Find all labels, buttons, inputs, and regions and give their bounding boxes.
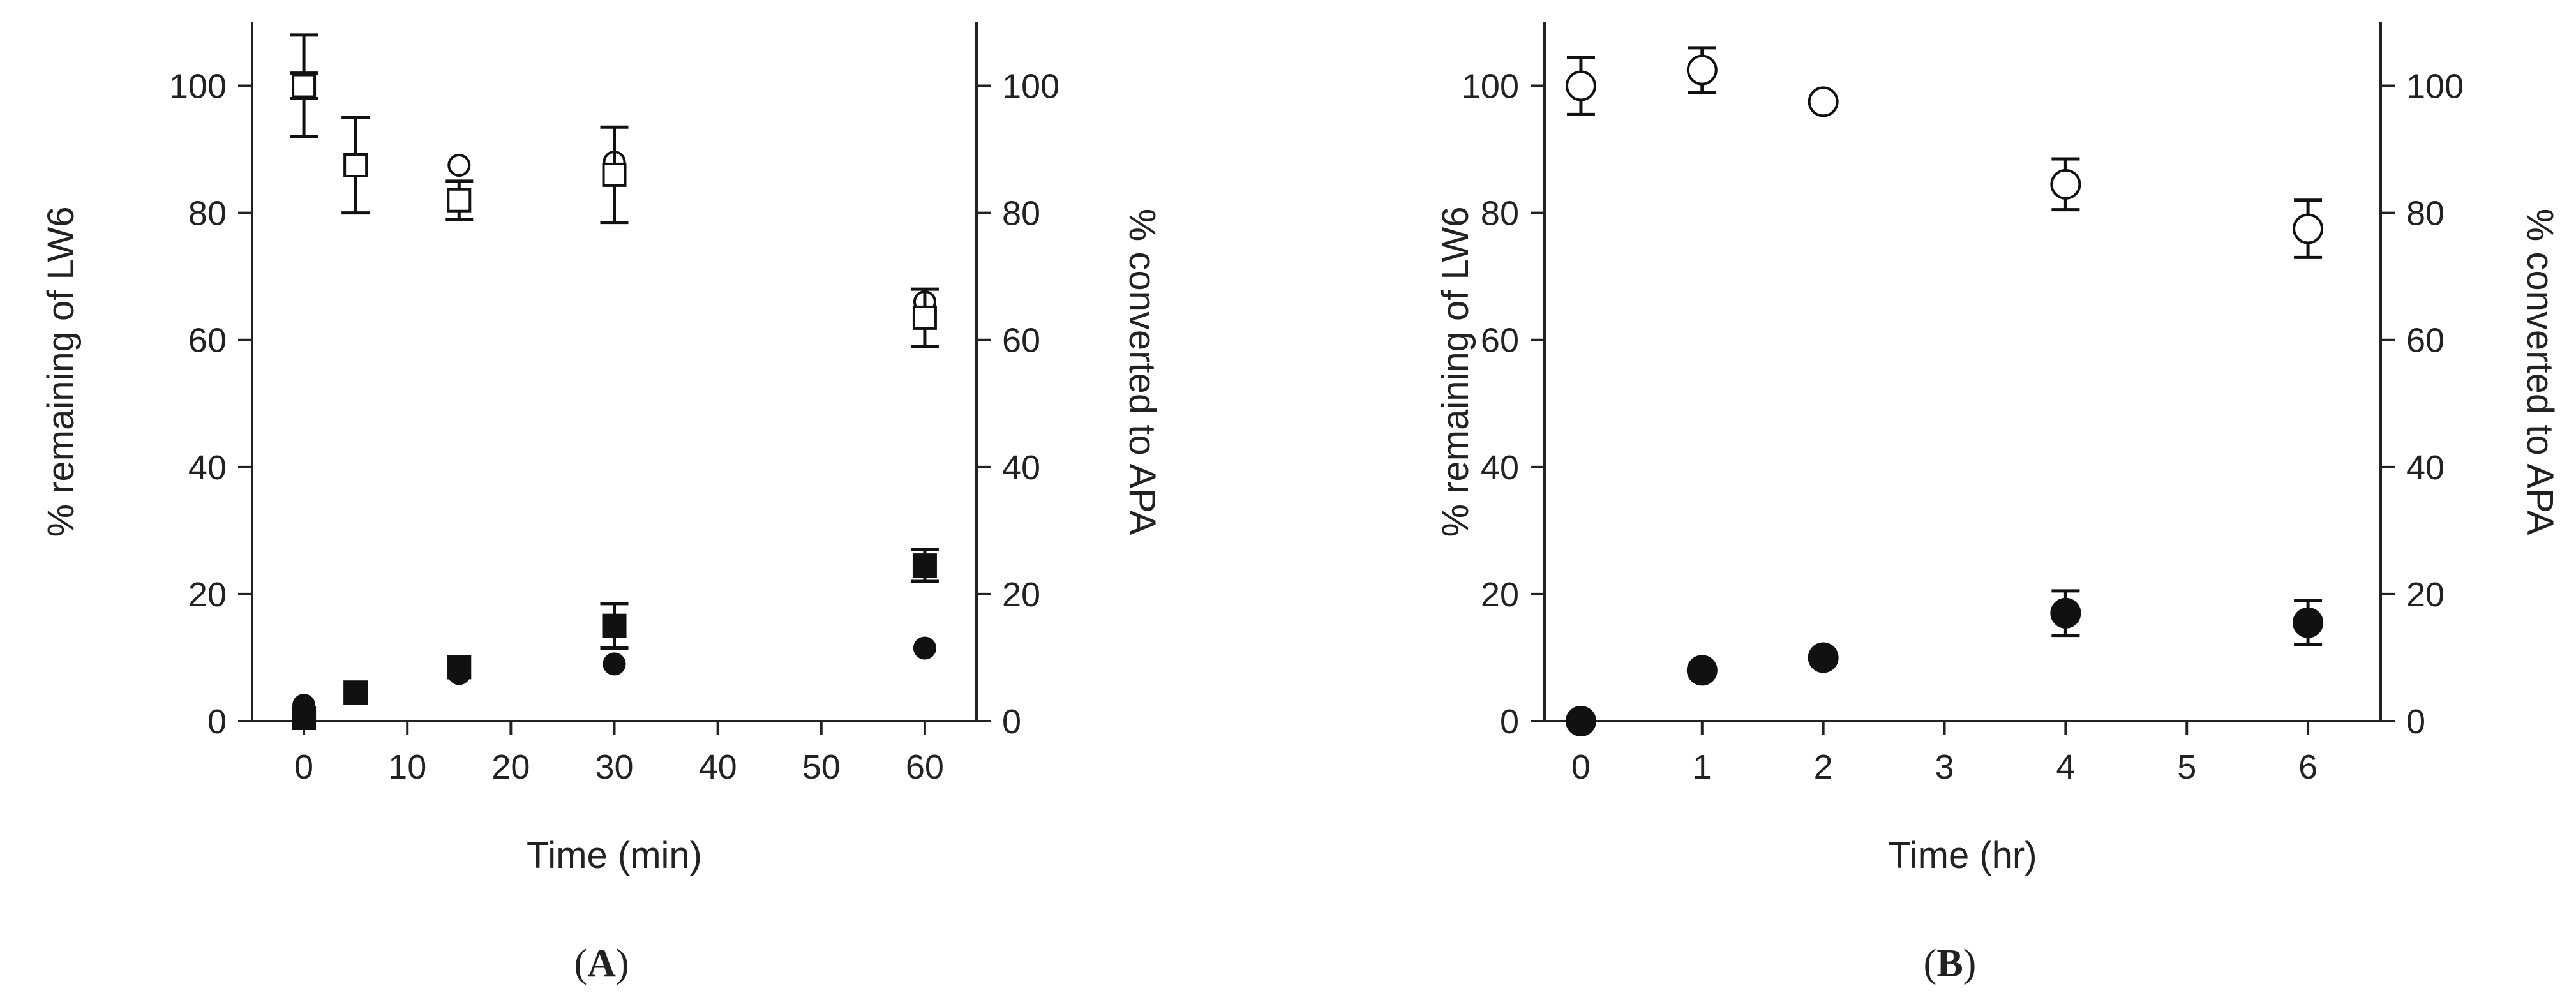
panel-label-letter: B xyxy=(1936,942,1963,985)
data-point-circle xyxy=(1686,54,1718,86)
x-tick-label: 2 xyxy=(1814,748,1833,786)
x-tick-label: 40 xyxy=(699,748,737,786)
series-circle-open xyxy=(290,71,936,313)
y-tick-label-left: 0 xyxy=(1500,703,1519,741)
panel-label-letter: A xyxy=(587,942,616,985)
y-tick-label-left: 20 xyxy=(1481,576,1519,614)
x-axis-title: Time (min) xyxy=(527,835,702,876)
y-tick-label-left: 40 xyxy=(1481,449,1519,487)
y-tick-label-right: 0 xyxy=(1002,703,1021,741)
series-circle-open-large xyxy=(1565,46,2324,259)
x-tick-label: 20 xyxy=(491,748,530,786)
x-tick-label: 6 xyxy=(2298,748,2318,786)
data-point-circle xyxy=(447,153,471,177)
panel-label-open: ( xyxy=(1924,942,1937,985)
panel-label: (A) xyxy=(574,942,629,985)
data-point-square xyxy=(912,553,937,578)
data-point-circle xyxy=(2293,607,2324,638)
y-tick-label-right: 20 xyxy=(1002,576,1040,614)
series-circle-filled-large xyxy=(1565,589,2324,736)
x-tick-label: 3 xyxy=(1935,748,1954,786)
series-square-filled xyxy=(292,548,939,731)
y-tick-label-right: 40 xyxy=(2406,449,2445,487)
x-tick-label: 1 xyxy=(1693,748,1712,786)
x-tick-label: 60 xyxy=(906,748,944,786)
panel-label-open: ( xyxy=(574,942,587,985)
data-point-square xyxy=(602,162,627,187)
series-square-open xyxy=(290,33,939,348)
y-tick-label-left: 100 xyxy=(169,68,227,106)
y-tick-label-right: 80 xyxy=(1002,195,1040,233)
data-point-circle xyxy=(1686,655,1718,686)
x-tick-label: 50 xyxy=(802,748,841,786)
data-point-square xyxy=(292,706,317,731)
x-tick-label: 30 xyxy=(595,748,633,786)
x-tick-label: 5 xyxy=(2177,748,2196,786)
x-tick-label: 0 xyxy=(294,748,313,786)
x-tick-label: 0 xyxy=(1571,748,1591,786)
data-point-circle xyxy=(1808,86,1839,117)
data-point-square xyxy=(602,613,627,638)
y-axis-title-left: % remaining of LW6 xyxy=(40,207,82,537)
chart-panel-B: 0 0 20 20 40 40 60 60 80 80 100 100 0 1 2 3 4 5 6 Time (hr)… xyxy=(1435,22,2561,985)
y-tick-label-right: 100 xyxy=(1002,68,1060,106)
y-tick-label-left: 20 xyxy=(188,576,227,614)
data-point-circle xyxy=(1565,70,1596,101)
chart-panel-A: 0 0 20 20 40 40 60 60 80 80 100 100 0 10 20 30 40 50 60 Tim… xyxy=(40,22,1163,985)
y-tick-label-right: 100 xyxy=(2406,68,2464,106)
data-point-circle xyxy=(1808,642,1839,673)
panel-label-close: ) xyxy=(616,942,629,985)
x-axis-title: Time (hr) xyxy=(1888,835,2037,876)
y-tick-label-right: 60 xyxy=(1002,322,1040,360)
panel-label: (B) xyxy=(1924,942,1977,985)
y-axis-title-right: % converted to APA xyxy=(1121,209,1163,535)
y-tick-label-left: 0 xyxy=(207,703,227,741)
y-tick-label-right: 20 xyxy=(2406,576,2445,614)
data-point-square xyxy=(912,305,937,330)
y-tick-label-left: 60 xyxy=(1481,322,1519,360)
y-tick-label-right: 0 xyxy=(2406,703,2425,741)
y-tick-label-left: 80 xyxy=(188,195,227,233)
x-tick-label: 10 xyxy=(388,748,426,786)
y-tick-label-right: 40 xyxy=(1002,449,1040,487)
y-tick-label-left: 60 xyxy=(188,322,227,360)
y-tick-label-right: 60 xyxy=(2406,322,2445,360)
y-axis-title-right: % converted to APA xyxy=(2519,209,2561,535)
y-tick-label-left: 40 xyxy=(188,449,227,487)
y-axis-title-left: % remaining of LW6 xyxy=(1435,207,1476,537)
data-point-square xyxy=(343,680,368,705)
data-point-circle xyxy=(603,652,626,676)
y-tick-label-right: 80 xyxy=(2406,195,2445,233)
data-point-square xyxy=(447,655,472,680)
data-point-circle xyxy=(2050,168,2081,200)
data-point-square xyxy=(343,153,368,177)
y-tick-label-left: 100 xyxy=(1462,68,1519,106)
y-tick-label-left: 80 xyxy=(1481,195,1519,233)
data-point-circle xyxy=(913,636,936,660)
data-point-square xyxy=(292,73,317,98)
data-point-square xyxy=(447,188,472,213)
data-point-circle xyxy=(2293,213,2324,244)
data-point-circle xyxy=(1565,706,1596,736)
panel-label-close: ) xyxy=(1963,942,1977,985)
x-tick-label: 4 xyxy=(2056,748,2075,786)
data-point-circle xyxy=(2050,597,2081,629)
